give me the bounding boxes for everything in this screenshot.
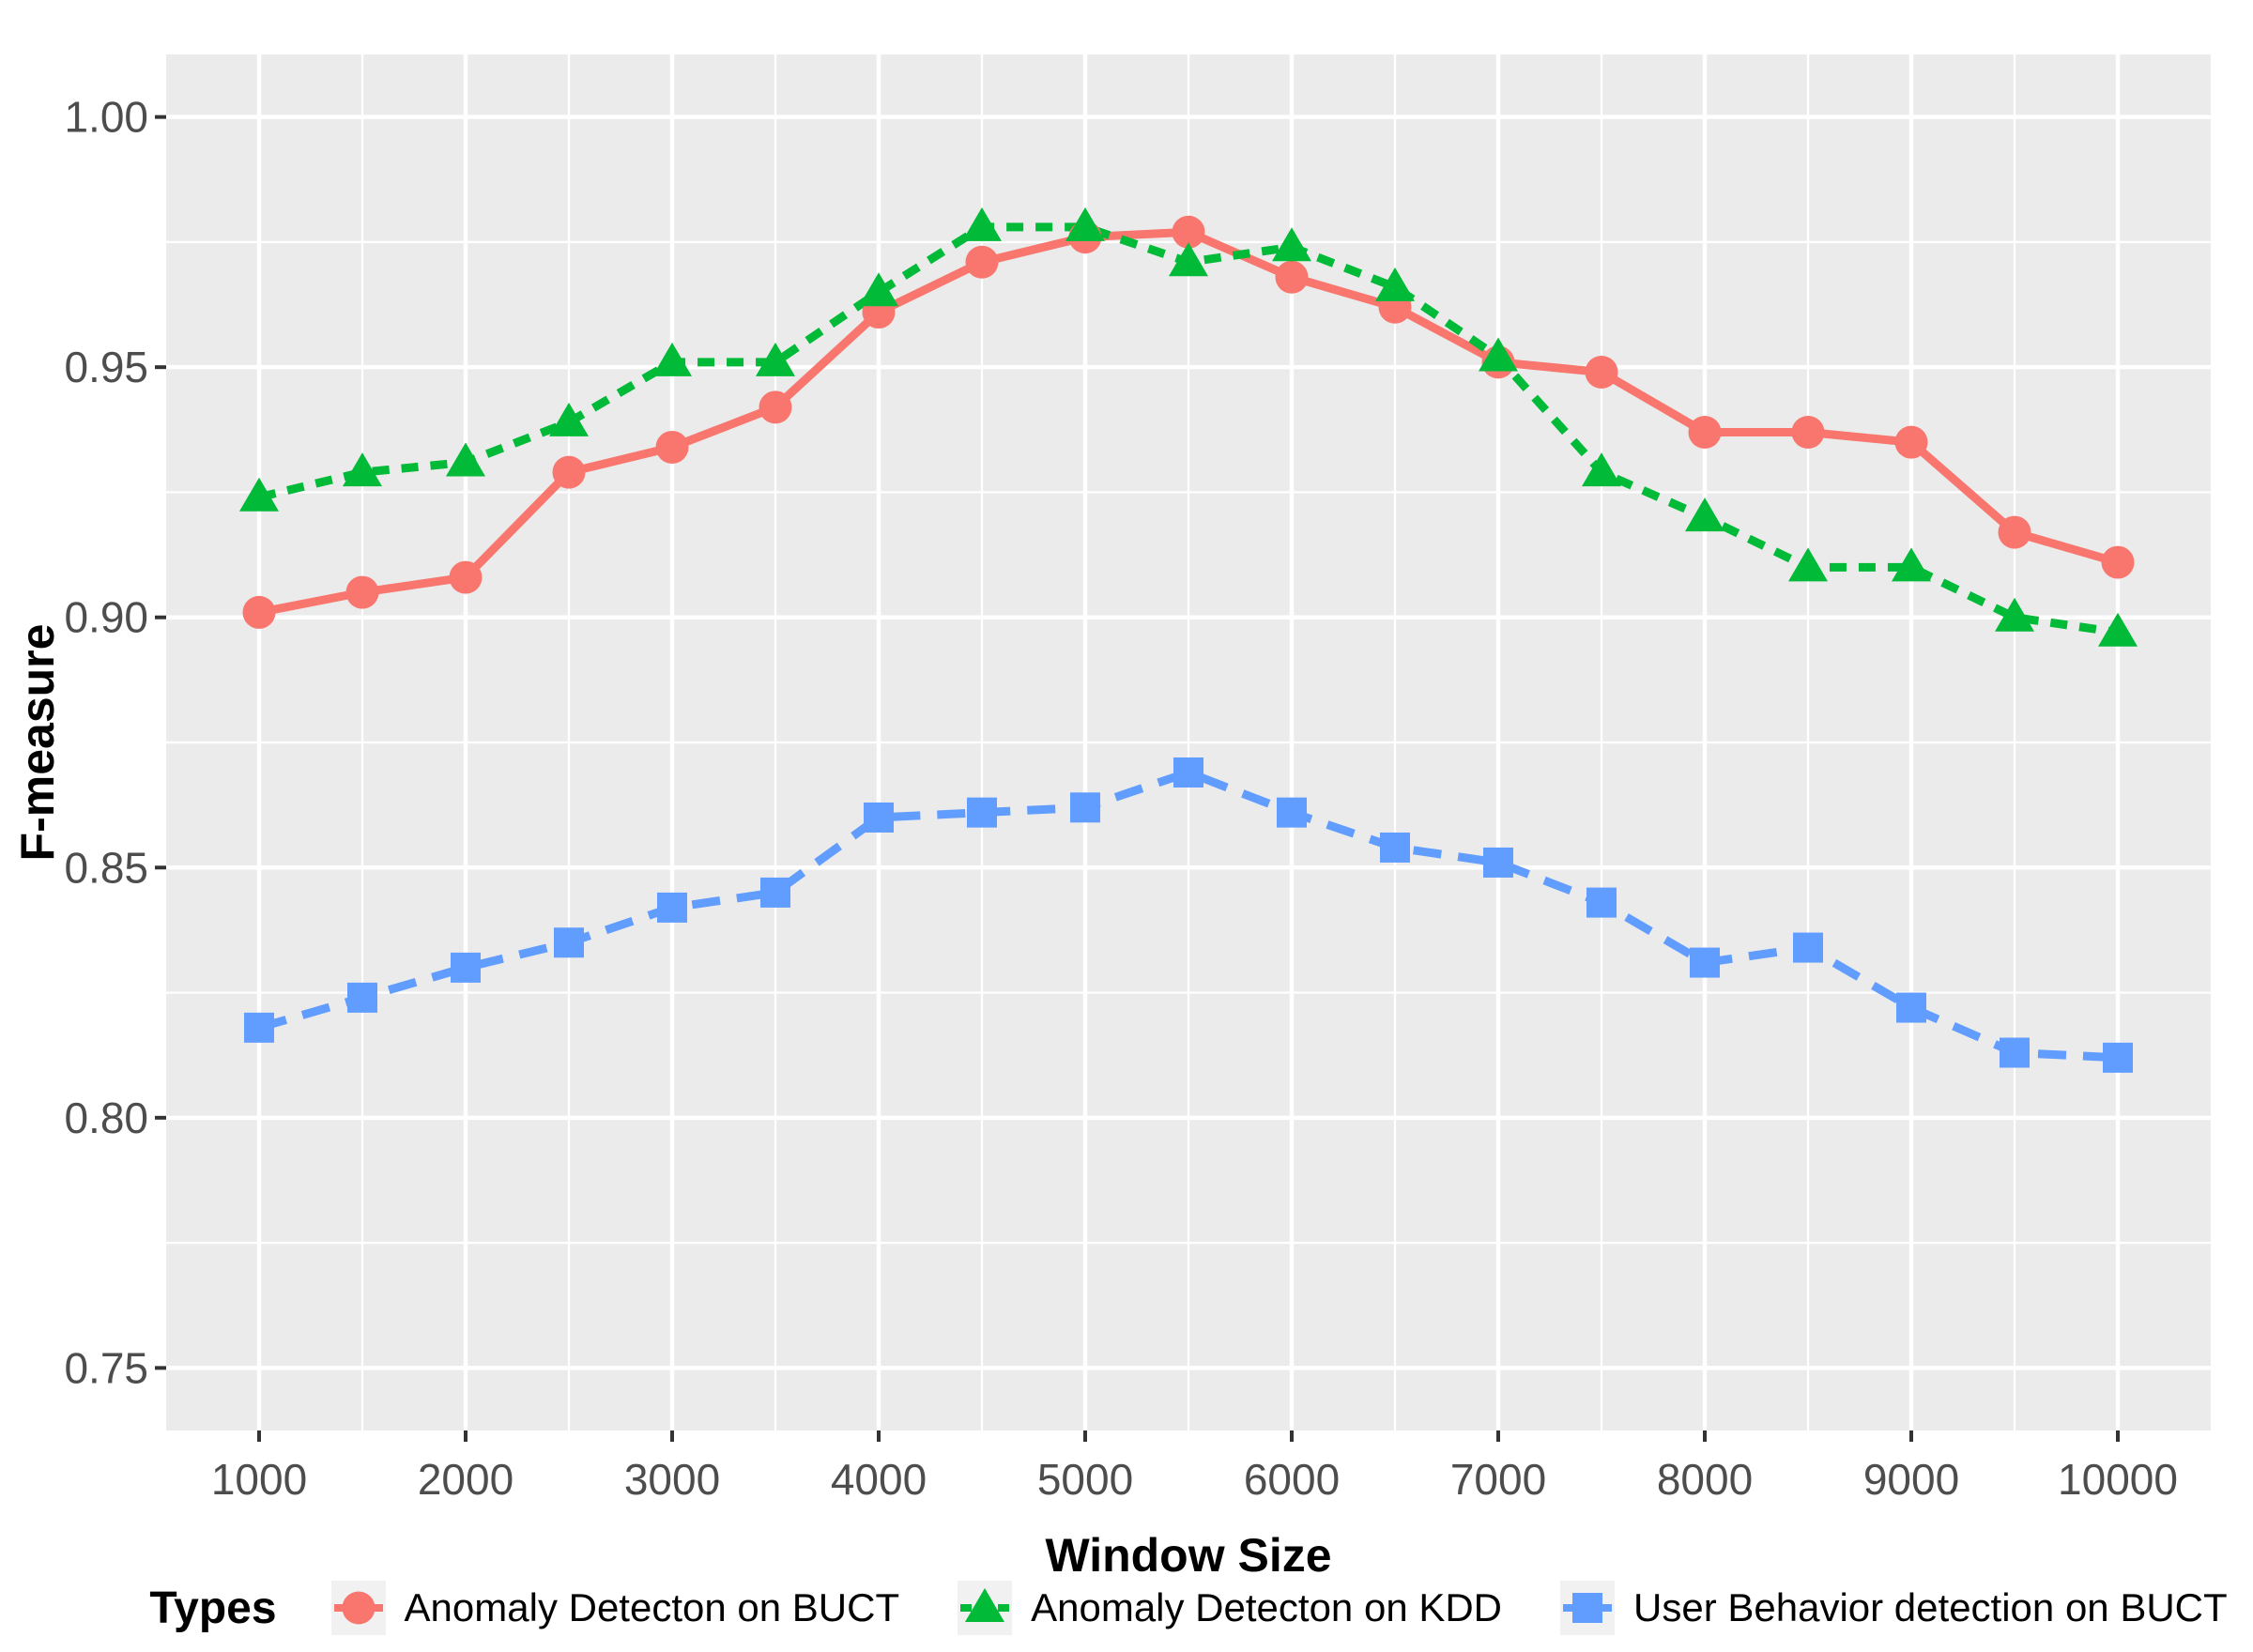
data-point-marker [760,877,790,908]
data-point-marker [1479,337,1518,372]
data-point-marker [1173,757,1203,788]
legend: Types Anomaly Detecton on BUCT Anomaly De… [149,1577,2228,1639]
data-point-marker [1277,797,1307,828]
x-tick-label: 2000 [418,1455,513,1504]
x-tick-label: 6000 [1244,1455,1340,1504]
x-tick-label: 1000 [211,1455,307,1504]
data-point-marker [1586,887,1617,918]
data-point-marker [244,1012,274,1043]
legend-item: User Behavior detection on BUCT [1560,1581,2228,1635]
x-tick-label: 9000 [1863,1455,1959,1504]
x-tick-label: 10000 [2058,1455,2178,1504]
x-tick-label: 8000 [1657,1455,1753,1504]
data-point-marker [1896,992,1926,1023]
data-point-marker [1272,227,1311,262]
data-point-marker [1585,356,1618,390]
legend-key-square-icon [1560,1581,1616,1635]
data-point-marker [1688,415,1722,449]
data-point-marker [2103,1042,2133,1073]
data-point-marker [967,797,997,828]
y-tick-label: 0.85 [64,843,148,892]
data-point-marker [1894,425,1928,459]
data-point-marker [1791,415,1825,449]
data-point-marker [552,455,586,489]
legend-title: Types [149,1583,277,1633]
data-point-marker [965,245,999,279]
x-tick-label: 3000 [624,1455,720,1504]
data-point-marker [759,390,792,424]
x-axis-title: Window Size [1045,1529,1332,1582]
y-tick-label: 0.75 [64,1343,148,1392]
data-point-marker [1070,792,1100,823]
y-tick-label: 1.00 [64,93,148,142]
data-point-marker [347,982,377,1013]
data-point-marker [864,802,894,833]
legend-label: User Behavior detection on BUCT [1633,1585,2228,1629]
legend-key-triangle-icon [958,1581,1013,1635]
y-tick-label: 0.90 [64,593,148,642]
data-point-marker [2000,1037,2030,1068]
legend-label: Anomaly Detecton on KDD [1031,1585,1503,1629]
data-point-marker [962,206,1002,241]
x-tick-label: 4000 [831,1455,927,1504]
y-tick-label: 0.80 [64,1094,148,1142]
data-point-marker [2098,612,2138,647]
data-point-marker [2101,545,2135,579]
data-point-marker [446,442,485,477]
data-point-marker [554,927,584,958]
data-point-marker [343,452,382,487]
legend-key-circle-icon [330,1581,386,1635]
data-point-marker [1998,515,2031,549]
data-point-marker [1690,947,1720,978]
data-point-marker [859,272,898,307]
y-axis-title: F-measure [11,623,64,862]
data-point-marker [655,430,689,464]
data-point-marker [1685,497,1724,532]
legend-label: Anomaly Detecton on BUCT [404,1585,900,1629]
data-point-marker [1375,267,1415,301]
data-point-marker [1172,215,1205,249]
data-point-marker [756,342,795,376]
data-point-marker [1892,547,1931,582]
data-point-marker [242,595,276,629]
data-point-marker [1275,260,1309,294]
data-point-marker [1995,597,2034,632]
data-point-marker [1065,206,1105,241]
data-point-marker [451,952,481,983]
data-point-marker [449,560,483,594]
data-point-marker [1483,847,1513,878]
data-point-marker [1582,452,1621,487]
data-point-marker [657,892,687,923]
y-tick-label: 0.95 [64,343,148,391]
data-point-marker [239,477,279,512]
data-point-marker [1169,242,1208,277]
data-point-marker [652,342,692,376]
x-tick-label: 5000 [1037,1455,1133,1504]
data-point-marker [1788,547,1828,582]
legend-item: Anomaly Detecton on BUCT [330,1581,958,1635]
data-point-marker [1380,832,1410,863]
legend-item: Anomaly Detecton on KDD [958,1581,1560,1635]
data-point-marker [549,402,589,436]
data-point-marker [1793,932,1823,963]
data-point-marker [345,575,379,609]
x-tick-label: 7000 [1450,1455,1546,1504]
